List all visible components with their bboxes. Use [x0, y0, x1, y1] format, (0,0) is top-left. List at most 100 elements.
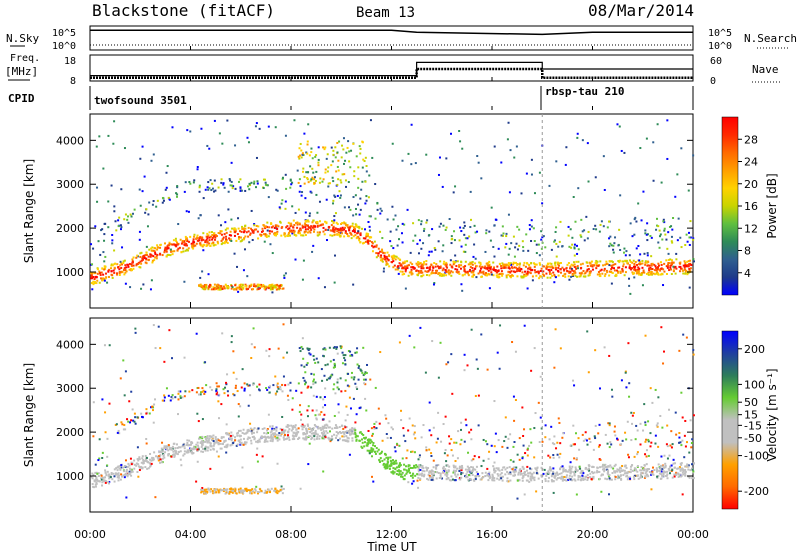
data-point: [225, 381, 228, 384]
data-point: [406, 267, 409, 270]
data-point: [198, 190, 201, 193]
data-point: [196, 234, 199, 237]
data-point: [118, 270, 121, 273]
data-point: [380, 450, 383, 453]
data-point: [600, 220, 603, 223]
data-point: [394, 255, 397, 258]
data-point: [244, 227, 247, 230]
data-point: [275, 429, 278, 432]
data-point: [142, 462, 145, 465]
data-point: [470, 466, 473, 469]
data-point: [112, 472, 115, 475]
data-point: [110, 263, 113, 266]
data-point: [323, 424, 326, 427]
data-point: [508, 263, 511, 266]
data-point: [318, 231, 321, 234]
data-point: [272, 434, 275, 437]
data-point: [451, 271, 454, 274]
data-point: [570, 267, 573, 270]
data-point: [463, 273, 466, 276]
data-point: [450, 235, 453, 238]
data-point: [460, 260, 463, 263]
data-point: [269, 288, 272, 291]
data-point: [270, 433, 273, 436]
data-point: [646, 233, 649, 236]
data-point: [414, 437, 417, 440]
data-point: [198, 437, 201, 440]
data-point: [449, 132, 452, 135]
data-point: [113, 475, 116, 478]
data-point: [668, 225, 671, 228]
data-point: [685, 265, 688, 268]
data-point: [352, 226, 355, 229]
data-point: [230, 335, 233, 338]
data-point: [417, 270, 420, 273]
data-point: [364, 371, 367, 374]
data-point: [669, 258, 672, 261]
data-point: [164, 246, 167, 249]
data-point: [380, 452, 383, 455]
data-point: [247, 226, 250, 229]
data-point: [421, 271, 424, 274]
data-point: [226, 119, 229, 122]
data-point: [327, 377, 330, 380]
data-point: [227, 190, 230, 193]
data-point: [200, 127, 203, 130]
data-point: [317, 427, 320, 430]
data-point: [558, 456, 561, 459]
data-point: [253, 427, 256, 430]
data-point: [284, 438, 287, 441]
data-point: [584, 431, 587, 434]
data-point: [691, 468, 694, 471]
data-point: [556, 261, 559, 264]
data-point: [117, 429, 120, 432]
data-point: [319, 396, 322, 399]
data-point: [612, 248, 615, 251]
data-point: [333, 362, 336, 365]
data-point: [450, 270, 453, 273]
data-point: [90, 243, 93, 246]
data-point: [147, 213, 150, 216]
data-point: [427, 254, 430, 257]
data-point: [221, 238, 224, 241]
data-point: [386, 460, 389, 463]
data-point: [201, 437, 204, 440]
data-point: [512, 395, 515, 398]
data-point: [148, 201, 151, 204]
data-point: [627, 456, 630, 459]
data-point: [256, 439, 259, 442]
data-point: [303, 424, 306, 427]
data-point: [467, 468, 470, 471]
data-point: [351, 439, 354, 442]
data-point: [232, 393, 235, 396]
data-point: [352, 142, 355, 145]
data-point: [437, 272, 440, 275]
data-point: [240, 441, 243, 444]
data-point: [353, 228, 356, 231]
data-point: [420, 223, 423, 226]
data-point: [365, 235, 368, 238]
data-point: [490, 265, 493, 268]
data-point: [104, 255, 107, 258]
data-point: [567, 225, 570, 228]
data-point: [584, 272, 587, 275]
data-point: [120, 226, 123, 229]
data-point: [196, 441, 199, 444]
data-point: [644, 424, 647, 427]
data-point: [117, 465, 120, 468]
data-point: [614, 463, 617, 466]
data-point: [524, 270, 527, 273]
data-point: [526, 287, 529, 290]
data-point: [262, 224, 265, 227]
data-point: [119, 228, 122, 231]
data-point: [420, 436, 423, 439]
data-point: [205, 286, 208, 289]
data-point: [565, 267, 568, 270]
data-point: [257, 286, 260, 289]
data-point: [403, 261, 406, 264]
data-point: [586, 268, 589, 271]
freq-label-2: [MHz]: [5, 65, 38, 78]
data-point: [541, 273, 544, 276]
data-point: [177, 398, 180, 401]
data-point: [521, 276, 524, 279]
